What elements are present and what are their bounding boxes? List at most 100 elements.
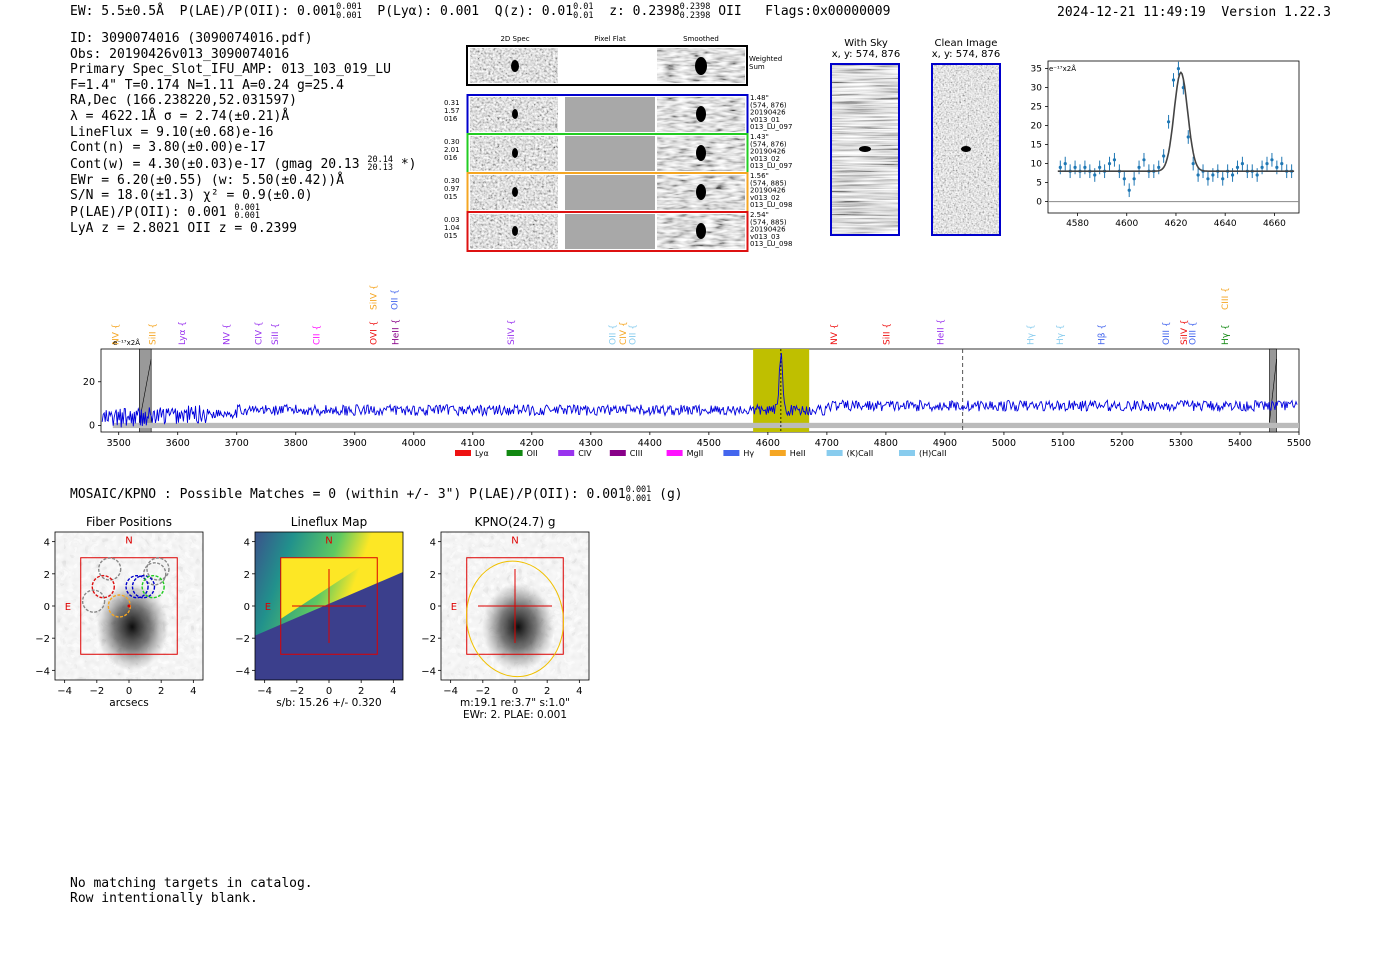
panel-ytick-label: −2 <box>235 634 250 645</box>
info-radec: RA,Dec (166.238220,52.031597) <box>70 93 297 109</box>
panel-ytick-label: −4 <box>421 666 436 677</box>
panel-xtick-label: 2 <box>358 686 364 697</box>
fit-point <box>1270 158 1274 162</box>
info-primary: Primary Spec_Slot_IFU_AMP: 013_103_019_L… <box>70 62 391 78</box>
line-marker-label: CIII { <box>1221 287 1231 310</box>
header-timestamp: 2024-12-21 11:49:19 Version 1.22.3 <box>1057 5 1331 20</box>
panel-xtick-label: 2 <box>544 686 550 697</box>
panel-ytick-label: 4 <box>430 538 436 549</box>
fit-ytick-label: 30 <box>1031 84 1043 94</box>
row-num-2: 1.04 <box>444 224 460 232</box>
spectrum-xtick-label: 4500 <box>697 438 721 449</box>
fit-point <box>1221 177 1225 181</box>
row-meta: 1.48" <box>750 94 769 102</box>
info-lineflux: LineFlux = 9.10(±0.68)e-16 <box>70 124 274 140</box>
panel-xtick-label: −2 <box>289 686 304 697</box>
fiber-circle <box>97 557 122 581</box>
legend-label: (H)CaII <box>919 449 946 458</box>
panel-ytick-label: 0 <box>244 602 250 613</box>
line-marker-label: CIV { <box>619 321 629 345</box>
legend-label: Hγ <box>743 449 754 458</box>
header-qz-hi: 0.01 <box>573 2 594 12</box>
weighted-flat-image <box>560 48 655 83</box>
spectrum-background-shapes <box>112 348 1299 433</box>
weighted-smooth-source <box>695 57 707 75</box>
lineflux-map-panel: Lineflux Map N E −4 −4 −2 −2 0 0 2 2 4 4 s/b: 15.26 +… <box>235 515 404 709</box>
info-lambda: λ = 4622.1Å σ = 2.74(±0.21)Å <box>70 108 290 124</box>
row-meta: 20190426 <box>750 109 786 117</box>
row-flat-image <box>565 97 655 132</box>
panel-xtick-label: 4 <box>576 686 582 697</box>
panel-ytick-label: −2 <box>35 634 50 645</box>
line-marker-label: HeII { <box>937 319 947 345</box>
fit-point <box>1280 162 1284 166</box>
info-plae-lo: 0.001 <box>234 211 260 222</box>
spectrum-xtick-label: 5400 <box>1228 438 1252 449</box>
legend-swatch <box>506 450 523 456</box>
legend-label: Lyα <box>475 449 489 458</box>
info-contw: Cont(w) = 4.30(±0.03)e-17 (gmag 20.13 20… <box>70 156 417 173</box>
spectrum-xtick-label: 4100 <box>461 438 485 449</box>
center-marker <box>127 604 131 608</box>
info-contn: Cont(n) = 3.80(±0.00)e-17 <box>70 140 266 156</box>
panel-ytick-label: −4 <box>235 666 250 677</box>
line-marker-label: OIII { <box>1162 321 1172 345</box>
fit-point <box>1191 162 1195 166</box>
row-smooth-source <box>696 223 706 239</box>
row-meta: 013_LU_097 <box>750 123 792 131</box>
fit-point <box>1122 177 1126 181</box>
fit-point <box>1240 162 1245 166</box>
line-marker-label: Hβ { <box>1097 324 1107 345</box>
fit-xtick-label: 4640 <box>1214 219 1237 229</box>
panel-xtick-label: −2 <box>475 686 490 697</box>
line-marker-label: CIV { <box>255 321 265 345</box>
compass-n: N <box>125 535 132 546</box>
row-flat-image <box>565 214 655 249</box>
spectrum-xtick-label: 4000 <box>402 438 426 449</box>
spectrum-xtick-label: 3500 <box>107 438 131 449</box>
row-2d-source <box>512 226 518 236</box>
legend-swatch <box>899 450 915 456</box>
line-marker-label: SiIV { <box>507 319 517 345</box>
aperture-box <box>280 557 378 655</box>
row-num-3: 016 <box>444 154 458 162</box>
clean-title-block: Clean Image x, y: 574, 876 <box>928 38 1004 60</box>
with-sky-source <box>859 146 871 152</box>
row-num-1: 0.30 <box>444 138 460 146</box>
row-num-2: 1.57 <box>444 107 460 115</box>
spectrum-ytick-label: 20 <box>83 377 95 388</box>
mosaic-text: MOSAIC/KPNO : Possible Matches = 0 (with… <box>70 487 626 502</box>
panel-ytick-label: 0 <box>44 602 50 613</box>
header-flags: Flags:0x00000009 <box>765 4 891 19</box>
row-num-1: 0.03 <box>444 216 460 224</box>
fiber-circle <box>125 574 149 599</box>
panel-title: Lineflux Map <box>291 515 367 529</box>
fit-point <box>1142 158 1146 162</box>
line-marker-label: OVI { <box>370 321 380 345</box>
fit-ytick-label: 10 <box>1031 160 1043 170</box>
fit-ytick-label: 25 <box>1031 103 1042 113</box>
panel-xtick-label: −4 <box>57 686 72 697</box>
imaging-panels: Fiber Positions N E −4 −4 −2 −2 0 0 2 2 4 4 arcsecs L… <box>35 515 590 721</box>
line-marker-label: SiII { <box>148 323 158 345</box>
legend-label: MgII <box>687 449 704 458</box>
line-marker-label: OII { <box>390 289 400 310</box>
full-spectrum-chart: NV {SiII {Lyα {NV {CIV {SiII {CII {SiIV … <box>83 284 1311 458</box>
fit-point <box>1157 165 1161 169</box>
panel-title: KPNO(24.7) g <box>474 515 555 529</box>
header-datetime: 2024-12-21 11:49:19 <box>1057 5 1206 20</box>
legend-swatch <box>558 450 575 456</box>
galaxy-blob <box>96 582 169 671</box>
clean-frame <box>931 63 1001 236</box>
line-marker-label: Hγ { <box>1221 324 1231 345</box>
fiber-circle <box>131 574 156 599</box>
line-marker-label: SiIV { <box>1180 319 1190 345</box>
row-flat-image <box>565 136 655 171</box>
row-num-1: 0.30 <box>444 177 460 185</box>
panel-xlabel: arcsecs <box>109 697 148 709</box>
panel-ytick-label: −2 <box>421 634 436 645</box>
row-meta: 20190426 <box>750 187 786 195</box>
fit-ticks: 4580 4600 4620 4640 4660 0 5 10 15 20 25 30 35 <box>1031 65 1287 229</box>
row-frame <box>466 211 749 252</box>
spectrum-xtick-label: 4600 <box>756 438 780 449</box>
